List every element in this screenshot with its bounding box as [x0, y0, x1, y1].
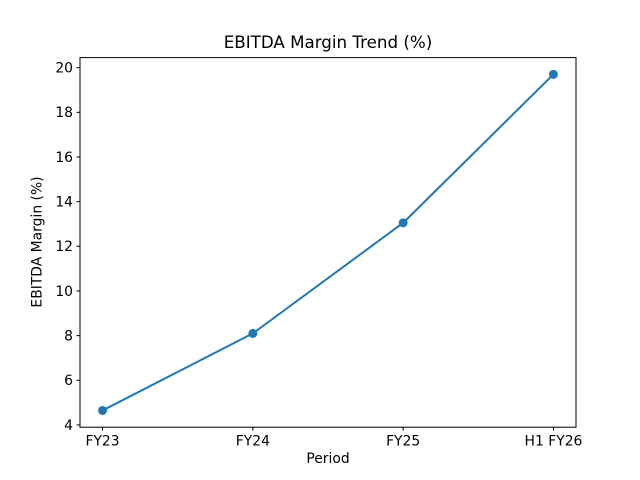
chart-title: EBITDA Margin Trend (%) — [223, 32, 433, 52]
axes-spines — [79, 57, 577, 428]
x-axis-label: Period — [306, 451, 350, 467]
y-tick-label: 10 — [55, 284, 73, 300]
y-tick-label: 6 — [64, 373, 73, 389]
data-point — [98, 405, 108, 415]
trend-line — [101, 73, 555, 412]
y-tick-label: 18 — [55, 105, 73, 121]
y-tick-label: 20 — [55, 60, 73, 76]
y-tick-label: 4 — [64, 418, 73, 434]
y-tick-label: 12 — [55, 239, 73, 255]
y-tick-label: 8 — [64, 328, 73, 344]
y-axis-label: EBITDA Margin (%) — [29, 176, 46, 308]
data-point — [248, 328, 258, 338]
data-point — [398, 218, 408, 228]
y-tick-label: 16 — [55, 150, 73, 166]
x-tick-label: FY25 — [386, 434, 420, 450]
x-tick-label: FY24 — [236, 434, 270, 450]
x-tick-label: FY23 — [85, 434, 119, 450]
x-tick-label: H1 FY26 — [525, 434, 583, 450]
y-tick-label: 14 — [55, 194, 73, 210]
data-point — [548, 69, 558, 79]
